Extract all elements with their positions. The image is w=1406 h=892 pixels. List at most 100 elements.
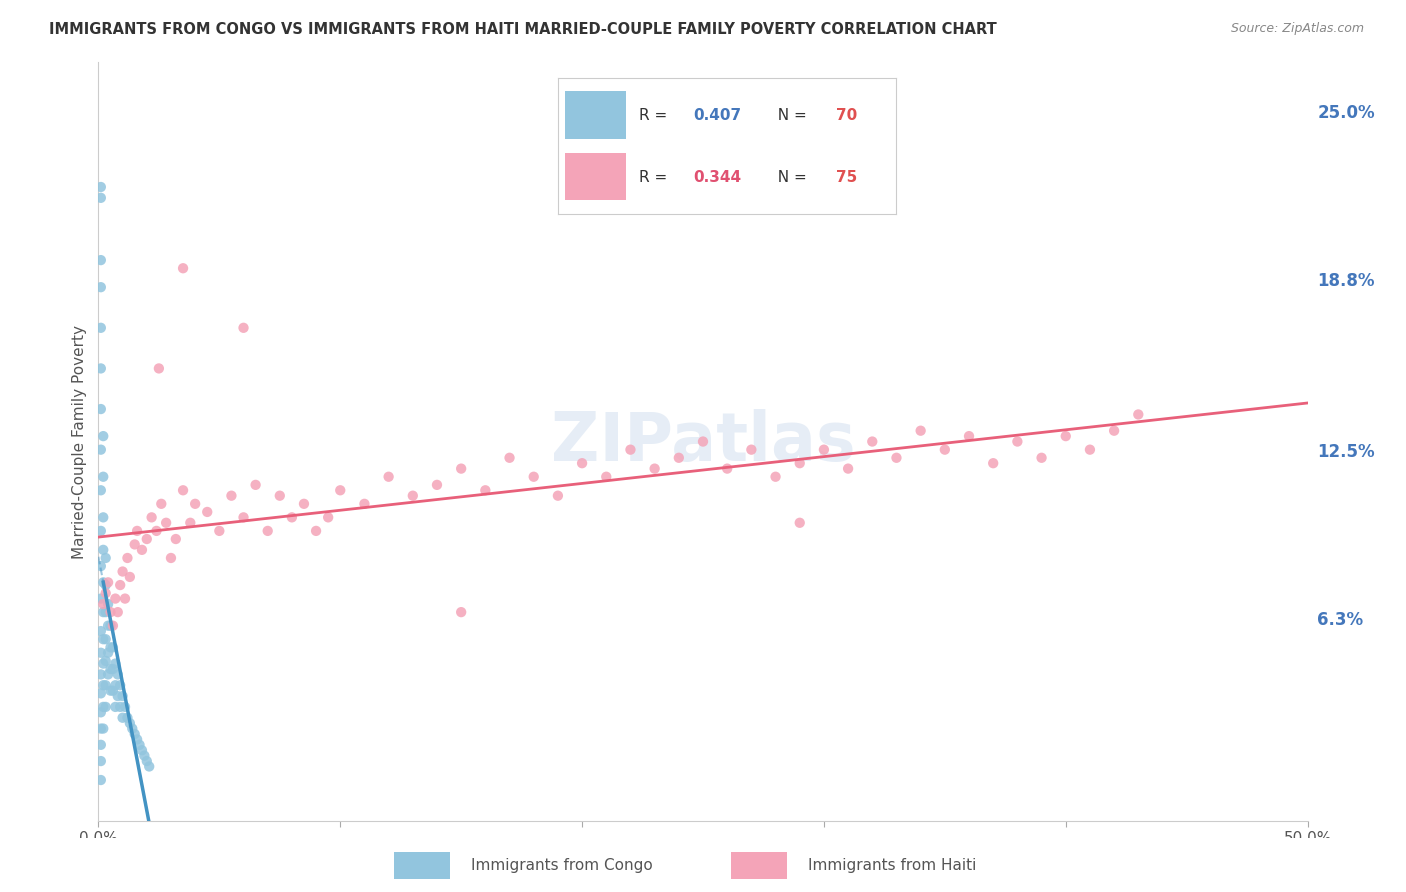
Point (100, 618, 122, 632)
Point (957, 429, 980, 443)
Point (692, 434, 714, 449)
Point (101, 618, 124, 632)
Point (94, 678, 117, 692)
Point (94, 605, 117, 619)
Point (111, 565, 134, 579)
Point (1102, 424, 1125, 438)
Point (107, 667, 129, 681)
Point (141, 510, 163, 524)
Point (789, 516, 811, 530)
Point (90, 772, 112, 787)
Point (329, 483, 352, 498)
Point (124, 727, 146, 741)
Point (90, 402, 112, 417)
Point (94, 699, 117, 714)
Point (837, 461, 859, 475)
Point (117, 551, 139, 566)
Point (90, 524, 112, 538)
Point (97, 618, 120, 632)
Point (221, 489, 243, 503)
Point (1128, 408, 1150, 422)
Point (716, 461, 738, 475)
Point (104, 657, 127, 671)
Point (910, 424, 932, 438)
Point (934, 442, 956, 457)
Point (1078, 442, 1101, 457)
Point (1031, 450, 1053, 465)
Point (101, 640, 124, 655)
Point (1054, 429, 1077, 443)
Point (111, 711, 134, 725)
Point (232, 510, 254, 524)
Point (498, 450, 520, 465)
Point (765, 469, 787, 483)
Point (90, 591, 112, 606)
Point (117, 711, 139, 725)
Point (118, 716, 141, 731)
Point (269, 489, 291, 503)
Point (100, 662, 122, 676)
Point (128, 738, 150, 752)
Point (90, 280, 112, 294)
Point (108, 699, 131, 714)
Point (97, 646, 120, 660)
Point (150, 497, 173, 511)
Point (90, 442, 112, 457)
Point (134, 748, 156, 763)
Y-axis label: Married-Couple Family Poverty: Married-Couple Family Poverty (72, 325, 87, 558)
Point (121, 722, 143, 736)
Point (90, 321, 112, 335)
Point (571, 456, 593, 470)
Point (90, 361, 112, 376)
Point (101, 683, 124, 698)
Point (450, 461, 472, 475)
Point (138, 759, 160, 773)
Point (94, 551, 117, 566)
Point (91, 469, 114, 483)
Point (886, 450, 908, 465)
Point (135, 532, 157, 546)
Text: IMMIGRANTS FROM CONGO VS IMMIGRANTS FROM HAITI MARRIED-COUPLE FAMILY POVERTY COR: IMMIGRANTS FROM CONGO VS IMMIGRANTS FROM… (49, 22, 997, 37)
Point (523, 469, 546, 483)
Point (91, 678, 114, 692)
Point (90, 624, 112, 639)
Point (97, 597, 120, 611)
Point (155, 516, 177, 530)
Bar (731, 852, 787, 879)
Point (94, 586, 117, 600)
Point (124, 537, 146, 551)
Point (100, 605, 122, 619)
Point (981, 456, 1004, 470)
Point (740, 442, 762, 457)
Point (450, 605, 472, 619)
Point (91, 699, 114, 714)
Point (91, 605, 114, 619)
Point (108, 578, 131, 592)
Point (91, 575, 114, 590)
Point (94, 654, 117, 668)
Point (148, 361, 170, 376)
Point (619, 442, 641, 457)
Point (97, 667, 120, 681)
Point (281, 510, 304, 524)
Point (90, 180, 112, 194)
Point (114, 699, 136, 714)
Point (90, 722, 112, 736)
Point (474, 483, 496, 498)
Point (90, 686, 112, 700)
Point (305, 524, 328, 538)
Point (426, 478, 449, 492)
Point (94, 632, 117, 647)
Point (127, 732, 149, 747)
Point (184, 497, 207, 511)
Text: ZIPatlas: ZIPatlas (551, 409, 855, 475)
Point (91, 597, 114, 611)
Point (90, 191, 112, 205)
Point (160, 551, 183, 566)
Point (91, 542, 114, 557)
Point (131, 743, 153, 757)
Point (195, 505, 218, 519)
Point (91, 632, 114, 647)
Point (107, 689, 129, 703)
Point (104, 678, 127, 692)
